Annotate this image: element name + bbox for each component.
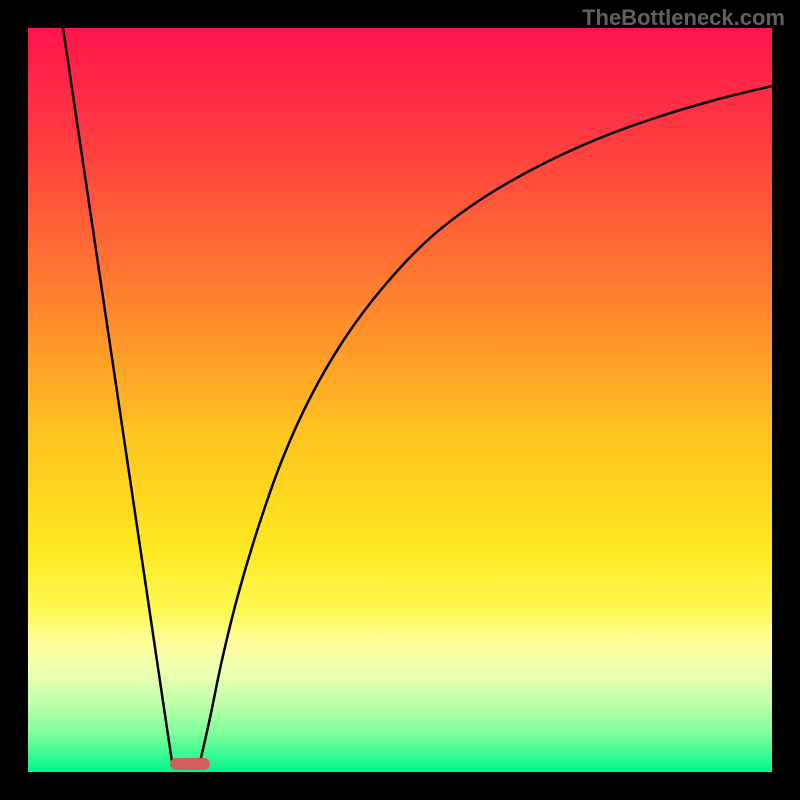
chart-background bbox=[28, 28, 772, 772]
bottleneck-marker bbox=[170, 758, 210, 770]
chart-container: TheBottleneck.com bbox=[0, 0, 800, 800]
watermark-text: TheBottleneck.com bbox=[582, 5, 785, 31]
bottleneck-chart bbox=[0, 0, 800, 800]
